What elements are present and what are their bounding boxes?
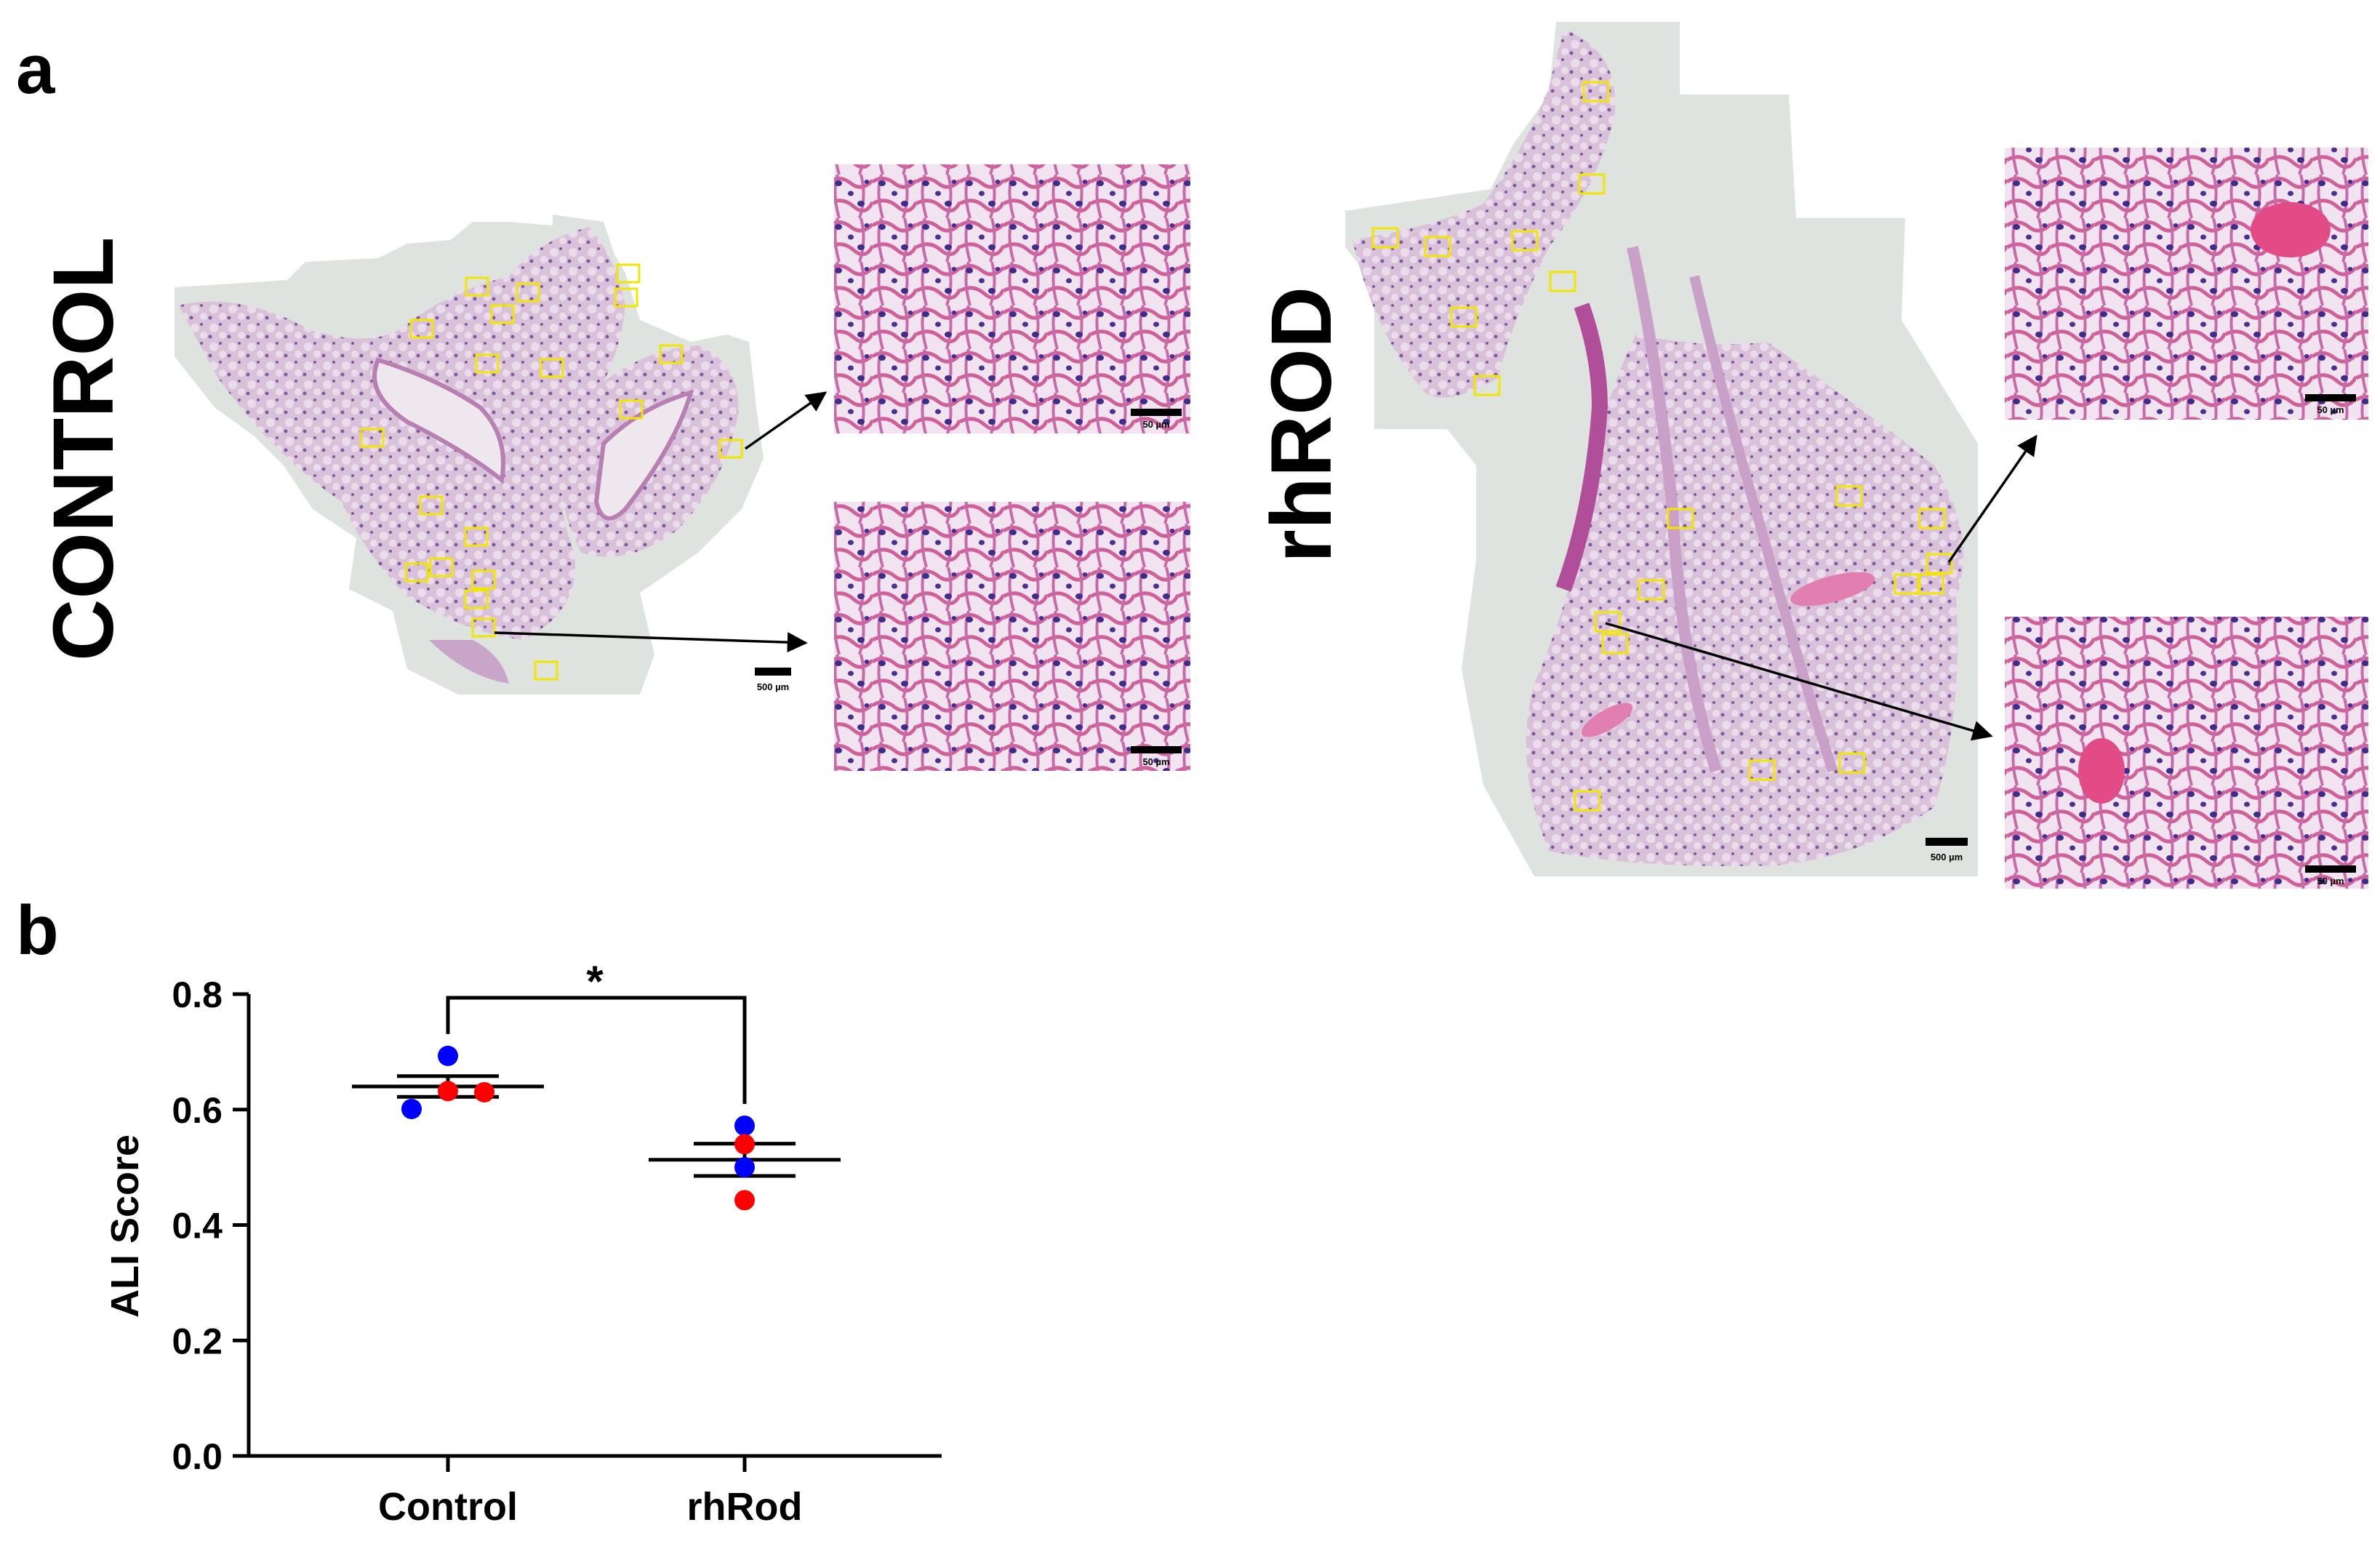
rhrod-zoom-lower: 50 µm	[2005, 617, 2368, 889]
rhrod-lung-section: 500 µm	[1345, 22, 1978, 876]
control-overview-scale: 500 µm	[757, 681, 789, 692]
data-point-rhrod	[734, 1115, 755, 1136]
ali-score-chart: ALI Score * 0.00.20.40.60.8 Control rhRod	[103, 957, 942, 1529]
y-axis-label: ALI Score	[103, 1134, 147, 1318]
control-lung-section: 500 µm	[175, 215, 791, 695]
panel-b-letter: b	[16, 892, 59, 969]
control-zoom-upper: 50 µm	[834, 164, 1190, 433]
rhrod-zoom-upper-scale: 50 µm	[2317, 404, 2344, 415]
rhrod-zoom-lower-scale: 50 µm	[2317, 876, 2344, 886]
panel-a-letter: a	[16, 31, 55, 108]
significance-bracket	[446, 996, 747, 1104]
rhrod-zoom-upper: 50 µm	[2005, 148, 2368, 420]
control-zoom-lower: 50 µm	[834, 502, 1190, 771]
control-zoom-lower-scale: 50 µm	[1142, 756, 1169, 767]
data-point-rhrod	[734, 1157, 755, 1178]
y-tick-label: 0.4	[172, 1206, 223, 1246]
histology-figure: 500 µm 50 µm 50 µm	[175, 22, 2368, 889]
rhrod-arrow-upper	[1947, 434, 2038, 563]
data-point-control	[474, 1081, 494, 1102]
data-point-control	[438, 1045, 458, 1066]
control-zoom-upper-scale: 50 µm	[1142, 419, 1169, 430]
rhrod-arrow-lower	[1605, 622, 1993, 741]
data-point-rhrod	[734, 1190, 755, 1211]
control-arrow-upper	[744, 391, 828, 450]
y-tick-label: 0.6	[172, 1090, 223, 1131]
control-arrow-lower	[494, 631, 808, 653]
data-point-control	[401, 1098, 422, 1119]
x-tick-label-rhrod: rhRod	[687, 1485, 803, 1529]
y-tick-label: 0.8	[172, 974, 223, 1015]
y-tick-label: 0.2	[172, 1321, 223, 1361]
rhrod-overview-scale: 500 µm	[1931, 852, 1963, 862]
data-point-rhrod	[734, 1134, 755, 1155]
x-tick-label-control: Control	[378, 1485, 518, 1529]
data-point-control	[438, 1081, 458, 1102]
y-tick-label: 0.0	[172, 1436, 223, 1477]
